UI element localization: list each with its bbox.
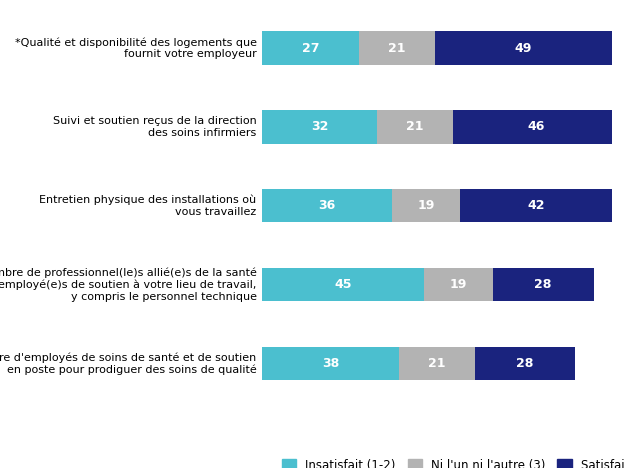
Text: 38: 38 bbox=[322, 357, 339, 370]
Text: 19: 19 bbox=[417, 199, 435, 212]
Text: 49: 49 bbox=[515, 42, 532, 55]
Bar bbox=[262, 31, 359, 65]
Text: 21: 21 bbox=[388, 42, 406, 55]
Text: 21: 21 bbox=[406, 120, 424, 133]
Bar bbox=[262, 347, 399, 380]
Bar bbox=[262, 190, 392, 222]
Text: 46: 46 bbox=[527, 120, 545, 133]
Text: 32: 32 bbox=[311, 120, 328, 133]
Text: 27: 27 bbox=[302, 42, 319, 55]
Bar bbox=[359, 31, 435, 65]
Bar bbox=[262, 268, 424, 301]
Bar bbox=[399, 347, 475, 380]
Bar bbox=[378, 110, 453, 144]
Legend: Insatisfait (1-2), Ni l'un ni l'autre (3), Satisfait (4-5): Insatisfait (1-2), Ni l'un ni l'autre (3… bbox=[277, 454, 624, 468]
Bar bbox=[475, 347, 575, 380]
Bar bbox=[453, 110, 619, 144]
Bar bbox=[461, 190, 612, 222]
Bar bbox=[392, 190, 461, 222]
Text: 28: 28 bbox=[517, 357, 534, 370]
Bar bbox=[424, 268, 492, 301]
Text: 19: 19 bbox=[450, 278, 467, 292]
Text: 42: 42 bbox=[527, 199, 545, 212]
Text: 21: 21 bbox=[428, 357, 446, 370]
Bar bbox=[435, 31, 612, 65]
Bar bbox=[262, 110, 378, 144]
Text: 28: 28 bbox=[534, 278, 552, 292]
Bar bbox=[492, 268, 593, 301]
Text: 45: 45 bbox=[334, 278, 352, 292]
Text: 36: 36 bbox=[318, 199, 336, 212]
